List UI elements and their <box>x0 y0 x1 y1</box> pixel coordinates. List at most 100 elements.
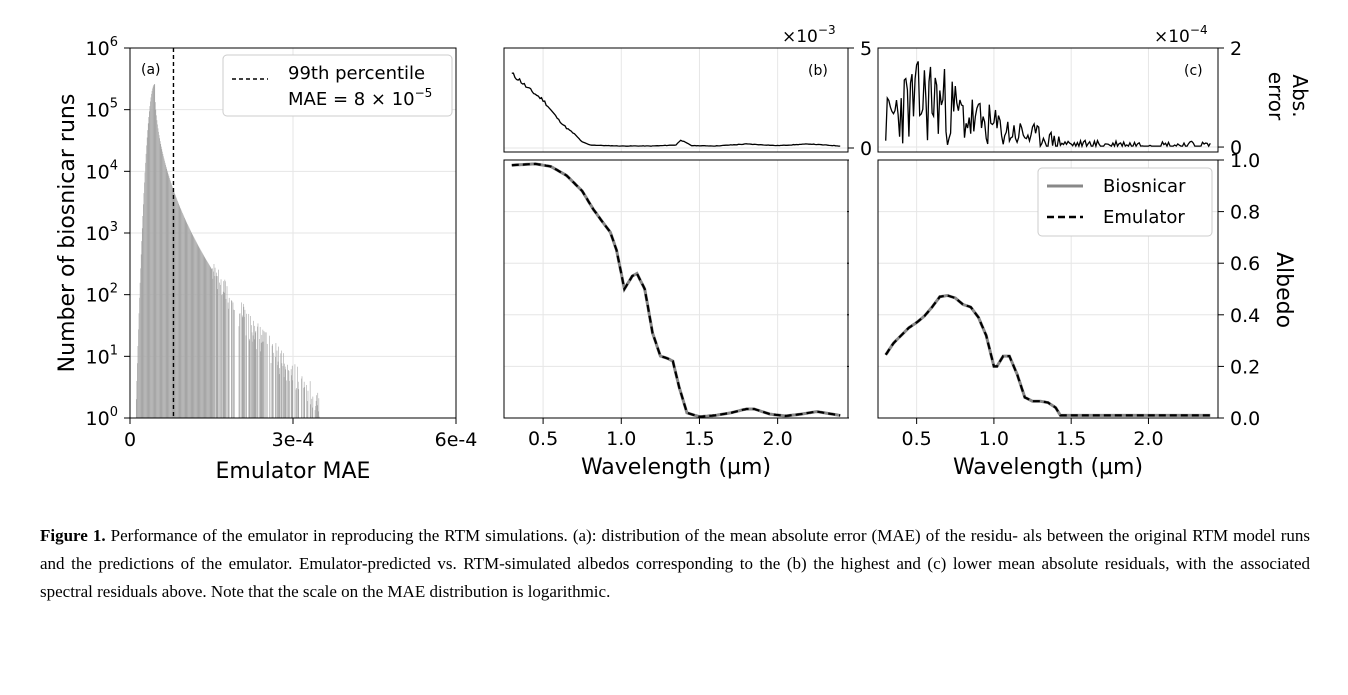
abs-error-label-line1: Abs. <box>1288 74 1312 117</box>
histogram-bar <box>158 131 159 418</box>
multiplier-b-exp: −3 <box>818 23 836 37</box>
histogram-bar <box>260 342 262 418</box>
histogram-bar <box>252 341 253 418</box>
histogram-bar <box>311 398 313 418</box>
histogram-bar <box>259 326 261 418</box>
histogram-bar <box>231 300 232 418</box>
histogram-bar <box>292 380 294 418</box>
histogram-bar <box>276 350 278 418</box>
histogram-bar <box>244 316 245 418</box>
histogram-bar <box>225 298 227 418</box>
histogram-bar <box>159 141 161 418</box>
y-tick-base: 10 <box>86 161 110 183</box>
histogram-bar <box>312 396 314 418</box>
histogram-bar <box>143 193 145 418</box>
histogram-bar <box>188 226 189 418</box>
caption-line-4: distribution is logarithmic. <box>429 582 611 601</box>
histogram-bar <box>263 341 264 418</box>
histogram-bar <box>303 387 304 418</box>
histogram-bar <box>137 363 138 418</box>
histogram-bar <box>266 343 268 418</box>
histogram-bar <box>176 199 178 418</box>
histogram-bar <box>221 295 222 418</box>
histogram-bar <box>250 315 251 418</box>
histogram-bar <box>239 313 240 418</box>
histogram-bar <box>153 84 155 418</box>
histogram-bar <box>234 309 235 418</box>
histogram-bar <box>317 392 319 418</box>
res-y-tick-label-1: 5 <box>860 38 872 60</box>
histogram-bar <box>206 260 207 418</box>
histogram-bar <box>208 263 209 418</box>
histogram-bar <box>174 192 175 418</box>
histogram-bar <box>254 325 256 418</box>
histogram-bar <box>253 339 255 418</box>
histogram-bar <box>213 271 214 418</box>
histogram-bar <box>160 146 162 418</box>
multiplier-c-exp: −4 <box>1190 23 1208 37</box>
histogram-bar <box>158 135 160 419</box>
abs-error-label-line2: error <box>1264 72 1288 121</box>
panel-c-residual-y-ticks: 02 <box>1218 38 1242 159</box>
histogram-bar <box>150 101 151 419</box>
histogram-bar <box>170 182 172 418</box>
histogram-bar <box>259 338 260 418</box>
histogram-bar <box>298 389 300 418</box>
histogram-bar <box>151 90 153 418</box>
legend-a-line2-base: MAE = 8 × 10 <box>288 89 415 110</box>
histogram-bar <box>156 120 158 419</box>
x-tick-label-a-1: 3e-4 <box>272 429 315 451</box>
histogram-bar <box>201 252 203 418</box>
histogram-bar <box>140 268 141 418</box>
histogram-bar <box>314 410 316 418</box>
histogram-bar <box>215 276 217 418</box>
emulator-line-c <box>884 294 1211 417</box>
histogram-bar <box>187 225 189 418</box>
histogram-bar <box>253 320 254 418</box>
histogram-bar <box>149 111 150 418</box>
panel-c: 02 ×10−4 (c) Abs.error 0.00.20.40.60.81.… <box>877 23 1312 480</box>
histogram-bar <box>297 381 299 418</box>
histogram-bar <box>217 289 219 418</box>
histogram-bar <box>181 210 182 418</box>
histogram-bar <box>166 170 168 418</box>
histogram-bar <box>260 351 261 418</box>
histogram-bar <box>285 380 287 418</box>
histogram-bar <box>264 332 266 418</box>
histogram-bar <box>263 331 265 418</box>
histogram-bar <box>138 329 139 418</box>
histogram-bar <box>141 241 143 418</box>
histogram-bar <box>296 388 297 418</box>
histogram-bar <box>161 149 163 418</box>
histogram-bar <box>273 352 275 418</box>
legend-a-line2: MAE = 8 × 10−5 <box>288 86 432 110</box>
histogram-bar <box>195 241 197 418</box>
histogram-bar <box>216 272 217 418</box>
histogram-bar <box>275 343 277 418</box>
histogram-bar <box>143 204 144 418</box>
histogram-bar <box>144 172 146 418</box>
histogram-bar <box>141 228 143 418</box>
x-axis-label-a: Emulator MAE <box>216 459 371 484</box>
histogram-bar <box>149 106 151 419</box>
caption-line-2: als between the original RTM model runs … <box>40 526 1310 573</box>
histogram-bar <box>166 168 168 418</box>
histogram-bar <box>243 303 244 418</box>
histogram-bar <box>144 182 145 418</box>
panel-c-x-ticks: 0.5 1.0 1.5 2.0 <box>902 418 1164 450</box>
histogram-bar <box>248 338 250 418</box>
histogram-bar <box>203 256 205 418</box>
albedo-y-tick-label-0: 0.0 <box>1230 408 1260 430</box>
histogram-bar <box>184 219 186 418</box>
histogram-bar <box>152 86 154 418</box>
y-tick-base: 10 <box>86 100 110 122</box>
histogram-bar <box>270 363 272 418</box>
legend-a: 99th percentile MAE = 8 × 10−5 <box>222 54 453 117</box>
x-tick-label-1: 1.0 <box>606 428 636 450</box>
histogram-bar <box>154 102 156 418</box>
histogram-bar <box>193 237 195 418</box>
histogram-bar <box>181 211 183 418</box>
histogram-bar <box>228 308 229 418</box>
y-tick-label-a-3: 103 <box>86 220 118 245</box>
panel-b-residual-frame <box>503 47 849 153</box>
